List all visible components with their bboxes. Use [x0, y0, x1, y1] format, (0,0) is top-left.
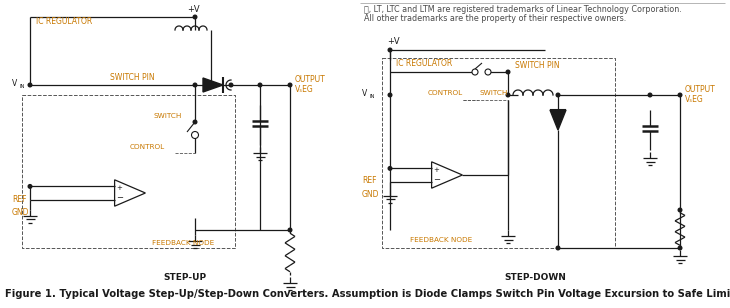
- Text: +V: +V: [387, 38, 399, 47]
- Circle shape: [28, 83, 32, 87]
- Circle shape: [193, 83, 197, 87]
- Text: SWITCH PIN: SWITCH PIN: [515, 62, 560, 71]
- Circle shape: [648, 93, 652, 97]
- Circle shape: [472, 69, 478, 75]
- Circle shape: [193, 15, 197, 19]
- Circle shape: [191, 132, 199, 139]
- Text: IC REGULATOR: IC REGULATOR: [396, 59, 453, 68]
- Text: REF: REF: [362, 176, 377, 185]
- Text: +: +: [117, 185, 123, 191]
- Circle shape: [678, 246, 682, 250]
- Text: STEP-DOWN: STEP-DOWN: [504, 274, 566, 282]
- Text: FEEDBACK NODE: FEEDBACK NODE: [152, 240, 214, 246]
- Text: V: V: [12, 79, 18, 88]
- Text: −: −: [434, 175, 441, 184]
- Circle shape: [506, 93, 510, 97]
- Text: SWITCH: SWITCH: [480, 90, 508, 96]
- Text: ⦿, LT, LTC and LTM are registered trademarks of Linear Technology Corporation.: ⦿, LT, LTC and LTM are registered tradem…: [364, 5, 682, 14]
- Circle shape: [556, 93, 560, 97]
- Text: −: −: [117, 193, 123, 202]
- Polygon shape: [203, 78, 223, 92]
- Circle shape: [556, 246, 560, 250]
- Circle shape: [388, 93, 392, 97]
- Text: VₛEG: VₛEG: [295, 86, 314, 95]
- Text: OUTPUT: OUTPUT: [685, 86, 715, 95]
- Text: FEEDBACK NODE: FEEDBACK NODE: [410, 237, 472, 243]
- Circle shape: [388, 167, 392, 170]
- Text: +: +: [434, 168, 439, 173]
- Circle shape: [193, 120, 197, 124]
- Circle shape: [506, 70, 510, 74]
- Text: IN: IN: [369, 95, 374, 99]
- Circle shape: [229, 83, 233, 87]
- Text: OUTPUT: OUTPUT: [295, 75, 326, 84]
- Text: IC REGULATOR: IC REGULATOR: [36, 18, 92, 26]
- Circle shape: [288, 228, 292, 232]
- Text: IN: IN: [19, 84, 24, 90]
- Text: Figure 1. Typical Voltage Step-Up/Step-Down Converters. Assumption is Diode Clam: Figure 1. Typical Voltage Step-Up/Step-D…: [5, 289, 730, 299]
- Text: VₛEG: VₛEG: [685, 95, 704, 104]
- Text: REF: REF: [12, 195, 26, 204]
- Text: All other trademarks are the property of their respective owners.: All other trademarks are the property of…: [364, 14, 626, 23]
- Text: STEP-UP: STEP-UP: [164, 274, 207, 282]
- Circle shape: [288, 83, 292, 87]
- Polygon shape: [550, 110, 566, 130]
- Circle shape: [258, 83, 262, 87]
- Text: GND: GND: [362, 190, 380, 199]
- Text: SWITCH PIN: SWITCH PIN: [110, 74, 155, 83]
- Circle shape: [28, 184, 32, 188]
- Circle shape: [388, 48, 392, 52]
- Circle shape: [678, 208, 682, 212]
- Circle shape: [678, 93, 682, 97]
- Text: CONTROL: CONTROL: [428, 90, 463, 96]
- Circle shape: [485, 69, 491, 75]
- Text: +V: +V: [187, 5, 199, 14]
- Text: GND: GND: [12, 208, 29, 217]
- Text: CONTROL: CONTROL: [130, 144, 165, 150]
- Text: V: V: [362, 90, 367, 99]
- Text: SWITCH: SWITCH: [153, 113, 181, 119]
